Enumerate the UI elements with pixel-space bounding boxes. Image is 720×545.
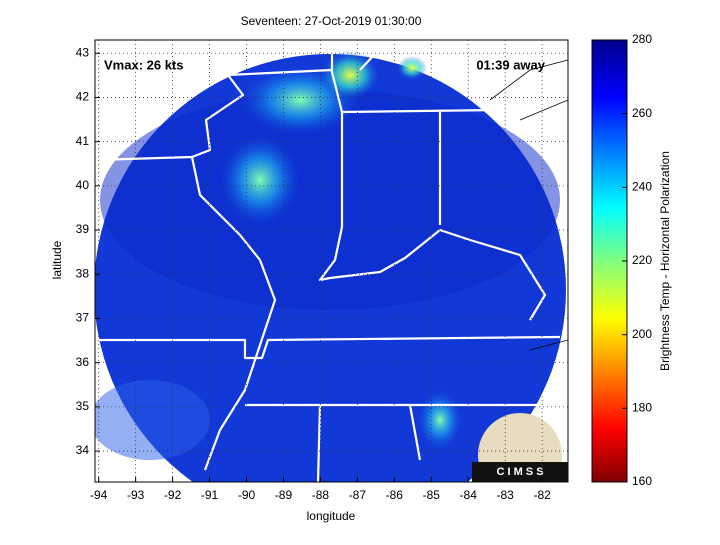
y-tick-label: 43 bbox=[76, 45, 90, 59]
map-image bbox=[95, 40, 568, 482]
x-tick-label: -92 bbox=[164, 488, 182, 502]
colorbar-tick-label: 160 bbox=[632, 474, 652, 488]
x-tick-label: -86 bbox=[386, 488, 404, 502]
x-tick-label: -93 bbox=[127, 488, 145, 502]
colorbar-tick-label: 260 bbox=[632, 106, 652, 120]
colorbar-tick-label: 200 bbox=[632, 327, 652, 341]
y-axis-label: latitude bbox=[50, 240, 64, 279]
x-tick-label: -89 bbox=[275, 488, 293, 502]
colorbar-tick-label: 240 bbox=[632, 180, 652, 194]
logo-text: C I M S S bbox=[496, 466, 543, 478]
y-tick-label: 37 bbox=[76, 311, 90, 325]
x-axis-label: longitude bbox=[307, 509, 356, 523]
x-tick-label: -87 bbox=[349, 488, 367, 502]
colorbar-label: Brightness Temp - Horizontal Polarizatio… bbox=[658, 151, 672, 371]
annotation: 01:39 away bbox=[476, 57, 545, 72]
x-tick-label: -85 bbox=[423, 488, 441, 502]
colorbar-tick-label: 220 bbox=[632, 253, 652, 267]
y-tick-label: 39 bbox=[76, 222, 90, 236]
x-tick-label: -90 bbox=[238, 488, 256, 502]
x-tick-label: -94 bbox=[90, 488, 108, 502]
x-tick-label: -84 bbox=[460, 488, 478, 502]
y-tick-label: 35 bbox=[76, 399, 90, 413]
x-tick-label: -82 bbox=[533, 488, 551, 502]
colorbar bbox=[591, 39, 628, 483]
y-tick-label: 41 bbox=[76, 134, 90, 148]
y-tick-label: 34 bbox=[76, 443, 90, 457]
chart-title: Seventeen: 27-Oct-2019 01:30:00 bbox=[241, 14, 422, 28]
y-tick-label: 38 bbox=[76, 266, 90, 280]
plot-frame bbox=[94, 39, 569, 483]
y-tick-label: 40 bbox=[76, 178, 90, 192]
colorbar-tick-label: 280 bbox=[632, 32, 652, 46]
annotation: Vmax: 26 kts bbox=[104, 57, 184, 72]
logo: C I M S S bbox=[472, 413, 568, 482]
x-tick-label: -88 bbox=[312, 488, 330, 502]
x-tick-label: -91 bbox=[201, 488, 219, 502]
x-tick-label: -83 bbox=[497, 488, 515, 502]
y-tick-label: 36 bbox=[76, 355, 90, 369]
y-tick-label: 42 bbox=[76, 90, 90, 104]
colorbar-tick-label: 180 bbox=[632, 401, 652, 415]
